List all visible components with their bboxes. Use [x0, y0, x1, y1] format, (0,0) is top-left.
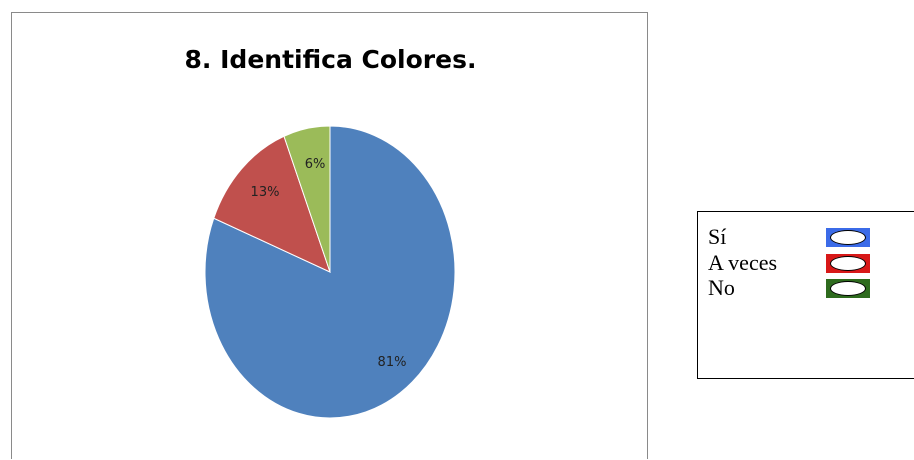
legend-label: No	[708, 275, 735, 300]
chart-area: 8. Identifica Colores. 81% 13% 6%	[11, 12, 648, 459]
data-label: 6%	[305, 157, 326, 172]
legend-swatch-a-veces	[826, 254, 870, 273]
legend-swatch-no	[826, 279, 870, 298]
pie-slice	[213, 135, 331, 273]
legend-label: A veces	[708, 250, 778, 275]
data-label: 13%	[251, 185, 280, 200]
pie-chart: 81% 13% 6%	[204, 125, 456, 419]
legend-label: Sí	[708, 224, 727, 249]
legend-item-no: No	[708, 275, 735, 301]
legend-item-si: Sí	[708, 224, 726, 250]
legend: Sí A veces No	[697, 211, 914, 379]
legend-item-a-veces: A veces	[708, 250, 777, 276]
legend-swatch-si	[826, 228, 870, 247]
chart-title: 8. Identifica Colores.	[184, 45, 477, 74]
pie-slice	[283, 125, 331, 273]
data-label: 81%	[378, 355, 407, 370]
